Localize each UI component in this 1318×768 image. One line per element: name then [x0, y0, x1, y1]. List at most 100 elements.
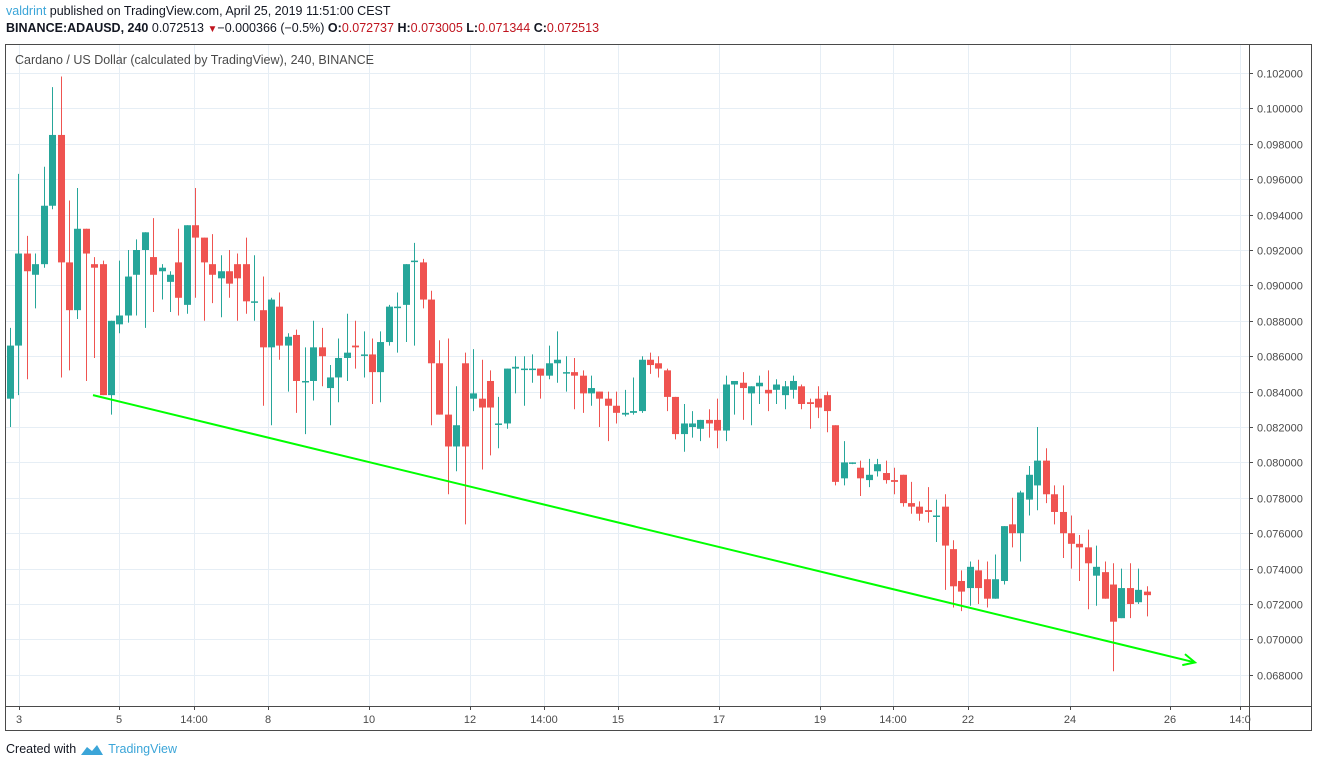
candle: [1001, 526, 1008, 581]
time-tick-label: 12: [464, 714, 476, 726]
price-tick-label: 0.078000: [1257, 494, 1303, 506]
candle: [857, 467, 864, 479]
tradingview-link[interactable]: TradingView: [108, 742, 177, 756]
candle: [866, 474, 873, 481]
candle: [975, 570, 982, 589]
candle: [790, 380, 797, 390]
candle: [24, 253, 31, 272]
candle: [487, 380, 494, 408]
candle: [344, 352, 351, 358]
price-tick-label: 0.098000: [1257, 140, 1303, 152]
candle: [697, 419, 704, 429]
time-tick-label: 17: [713, 714, 725, 726]
candle: [765, 389, 772, 394]
candle: [319, 347, 326, 357]
candle: [1093, 566, 1100, 576]
time-tick-label: 3: [16, 714, 22, 726]
candle: [470, 393, 477, 399]
candle: [984, 579, 991, 599]
price-tick-label: 0.070000: [1257, 635, 1303, 647]
candle: [108, 320, 115, 396]
candle: [66, 262, 73, 311]
candle: [1034, 460, 1041, 486]
candle: [335, 357, 342, 378]
candles: [7, 76, 1151, 672]
candle: [891, 480, 898, 482]
candle: [479, 398, 486, 408]
candle: [411, 260, 418, 263]
candle: [361, 354, 368, 356]
time-tick-label: 14:00: [180, 714, 208, 726]
candle: [58, 134, 65, 263]
price-tick-label: 0.082000: [1257, 423, 1303, 435]
candle: [672, 396, 679, 435]
candle: [883, 473, 890, 481]
time-tick-label: 24: [1064, 714, 1076, 726]
price-tick-label: 0.094000: [1257, 211, 1303, 223]
candle: [420, 262, 427, 300]
candle: [832, 425, 839, 482]
candle: [900, 474, 907, 504]
candle: [1026, 474, 1033, 500]
candle: [394, 306, 401, 309]
candle: [537, 368, 544, 376]
candle: [596, 391, 603, 399]
candle: [428, 299, 435, 364]
candle: [512, 366, 519, 369]
candle: [622, 412, 629, 415]
candle: [234, 264, 241, 279]
candle: [563, 372, 570, 374]
chart-legend: Cardano / US Dollar (calculated by Tradi…: [15, 53, 374, 67]
footer: Created with TradingView: [6, 742, 177, 756]
time-tick-label: 14:00: [530, 714, 558, 726]
high-label: H:: [397, 21, 411, 35]
time-tick-label: 14:00: [879, 714, 907, 726]
candle: [992, 579, 999, 599]
candle: [824, 395, 831, 412]
time-tick-label: 19: [814, 714, 826, 726]
candle: [916, 506, 923, 514]
time-tick-label: 10: [363, 714, 375, 726]
price-tick-label: 0.072000: [1257, 600, 1303, 612]
candle: [1118, 588, 1125, 619]
candle: [874, 464, 881, 472]
candle: [251, 301, 258, 303]
candle: [201, 237, 208, 263]
candle: [192, 225, 199, 238]
candle: [1127, 588, 1134, 604]
price-tick-label: 0.092000: [1257, 246, 1303, 258]
candle: [167, 274, 174, 282]
candle: [453, 425, 460, 447]
candle: [1135, 589, 1142, 603]
candle: [133, 250, 140, 275]
candle: [125, 276, 132, 316]
author-link[interactable]: valdrint: [6, 4, 47, 18]
candle: [706, 419, 713, 424]
candle: [1060, 511, 1067, 534]
candle: [908, 503, 915, 507]
open-value: 0.072737: [341, 21, 394, 35]
close-label: C:: [533, 21, 547, 35]
candle: [369, 354, 376, 373]
candle: [546, 363, 553, 376]
candle: [521, 368, 528, 371]
candle: [310, 347, 317, 381]
candle: [436, 363, 443, 415]
price-tick-label: 0.096000: [1257, 175, 1303, 187]
candle: [554, 359, 561, 364]
candle: [268, 299, 275, 348]
candle: [377, 342, 384, 373]
price-tick-label: 0.084000: [1257, 388, 1303, 400]
candle: [285, 336, 292, 346]
candle: [7, 345, 14, 399]
candle: [41, 205, 48, 265]
low-value: 0.071344: [478, 21, 531, 35]
candle: [209, 264, 216, 275]
candle: [159, 267, 166, 272]
trendline[interactable]: [92, 394, 1196, 664]
candle: [807, 402, 814, 404]
candle: [462, 363, 469, 447]
symbol-info: BINANCE:ADAUSD, 240 0.072513 ▼−0.000366 …: [6, 21, 599, 35]
candle: [1076, 543, 1083, 548]
